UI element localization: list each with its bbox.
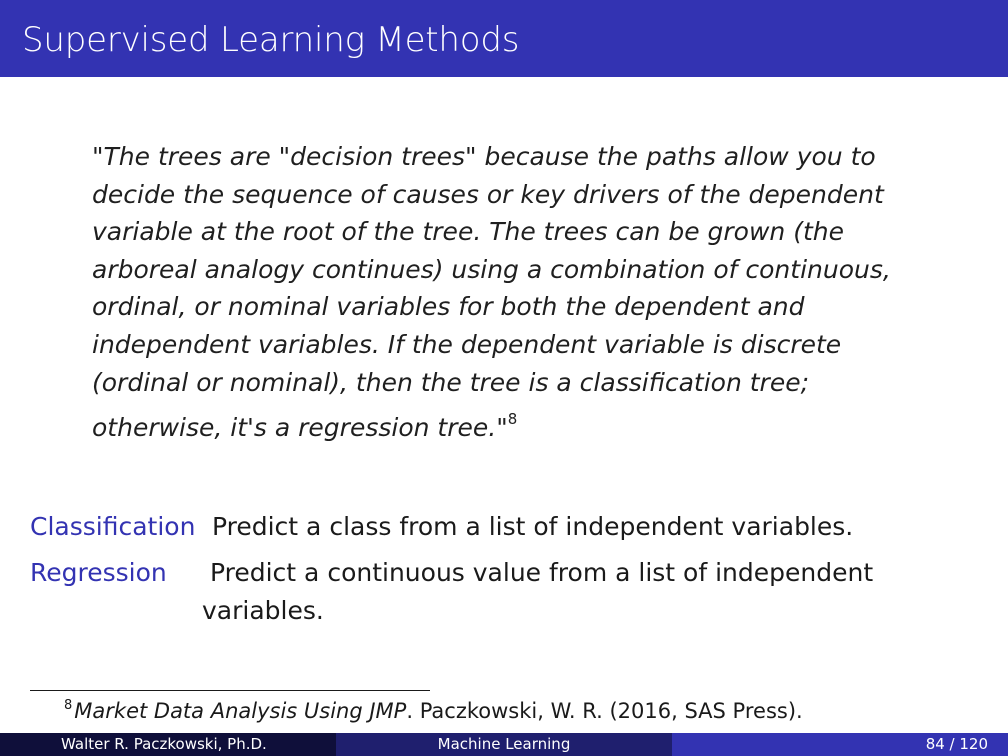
definition-term: Regression [30, 558, 167, 587]
definition-row: Regression Predict a continuous value fr… [30, 554, 970, 629]
definition-line: variables. [202, 595, 324, 625]
footnote: 8Market Data Analysis Using JMP. Paczkow… [64, 698, 803, 723]
slide-title: Supervised Learning Methods [22, 20, 520, 60]
definition-description: Predict a continuous value from a list o… [202, 554, 970, 629]
definition-line: Predict a continuous value from a list o… [210, 558, 874, 587]
definition-line: Predict a class from a list of independe… [212, 512, 854, 541]
title-bar: Supervised Learning Methods [0, 0, 1008, 77]
footer-author: Walter R. Paczkowski, Ph.D. [61, 735, 267, 753]
definition-row: Classification Predict a class from a li… [30, 508, 970, 554]
quote-block: "The trees are "decision trees" because … [92, 138, 932, 447]
footnote-number: 8 [64, 698, 73, 713]
footnote-citation: . Paczkowski, W. R. (2016, SAS Press). [406, 699, 803, 723]
quote-paragraph: "The trees are "decision trees" because … [92, 138, 932, 447]
footer-topic: Machine Learning [437, 735, 571, 753]
footer-author-section: Walter R. Paczkowski, Ph.D. [0, 733, 336, 756]
footnote-book-title: Market Data Analysis Using JMP [74, 699, 407, 723]
definition-description: Predict a class from a list of independe… [212, 508, 970, 546]
quote-text: "The trees are "decision trees" because … [92, 142, 891, 443]
definition-list: Classification Predict a class from a li… [30, 508, 970, 629]
quote-footnote-marker: 8 [507, 410, 518, 429]
footer-topic-section: Machine Learning [336, 733, 672, 756]
page-number: 84 / 120 [925, 735, 988, 753]
footnote-rule [30, 690, 430, 691]
footer-page-section: 84 / 120 [672, 733, 1008, 756]
footer-bar: Walter R. Paczkowski, Ph.D. Machine Lear… [0, 733, 1008, 756]
definition-term: Classification [30, 512, 196, 541]
